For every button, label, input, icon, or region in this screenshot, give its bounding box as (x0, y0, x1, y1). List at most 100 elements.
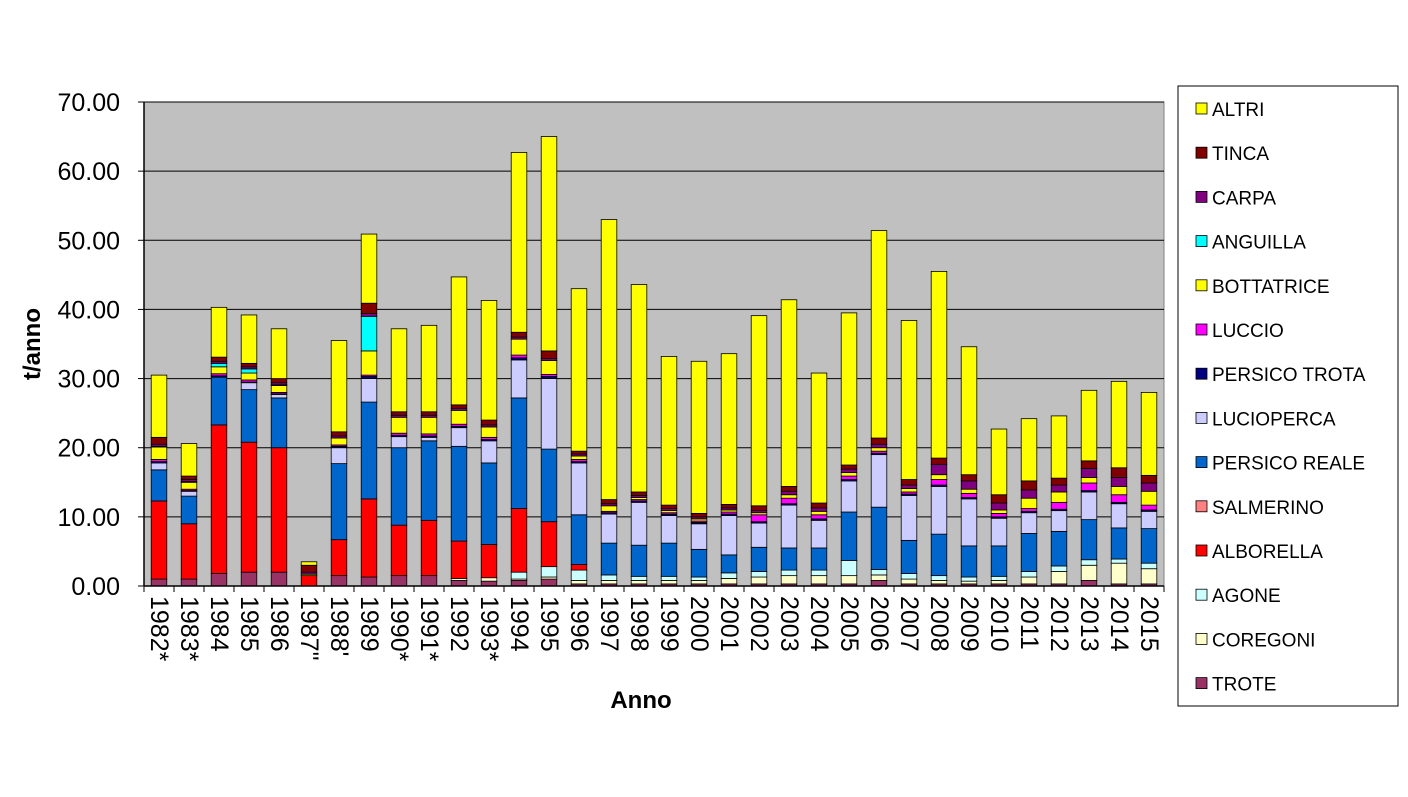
bar-segment (570, 514, 588, 565)
bar-segment (540, 578, 558, 587)
bar-segment (210, 366, 228, 375)
bar-segment (1140, 474, 1158, 484)
bar-segment (930, 463, 948, 476)
x-tick-label: 1992 (445, 596, 473, 652)
bar-segment (870, 437, 888, 445)
bar-segment (960, 480, 978, 490)
bar-segment (180, 475, 198, 480)
bar-segment (1110, 380, 1128, 469)
bar-segment (300, 564, 318, 573)
bar-segment (780, 490, 798, 496)
bar-segment (1110, 467, 1128, 478)
bar-segment (870, 447, 888, 452)
legend-swatch (1195, 102, 1208, 115)
legend-swatch (1195, 677, 1208, 689)
bar-segment (360, 350, 378, 376)
bar-segment (1020, 512, 1038, 534)
bar-segment (240, 441, 258, 573)
bar-segment (960, 580, 978, 585)
bar-segment (510, 152, 528, 333)
bar-segment (570, 455, 588, 460)
bar-segment (1080, 491, 1098, 521)
bar-segment (240, 314, 258, 364)
bar-segment (450, 409, 468, 425)
y-tick-label: 60.00 (57, 158, 120, 186)
legend-swatch (1195, 146, 1208, 159)
y-tick-label: 40.00 (57, 296, 120, 324)
bar-segment (630, 501, 648, 546)
bar-segment (870, 443, 888, 449)
bar-segment (1140, 391, 1158, 476)
bar-segment (870, 580, 888, 587)
bar-segment (450, 427, 468, 447)
bar-segment (690, 576, 708, 581)
x-tick-label: 2003 (775, 596, 803, 652)
plot-area (143, 101, 1165, 587)
bar-segment (1140, 504, 1158, 511)
bar-segment (360, 401, 378, 500)
bar-segment (810, 547, 828, 571)
bar-segment (900, 484, 918, 489)
bar-segment (270, 571, 288, 587)
bar-segment (390, 411, 408, 416)
bar-segment (420, 416, 438, 435)
bar-segment (570, 462, 588, 516)
bar-segment (240, 571, 258, 587)
bar-segment (1050, 530, 1068, 567)
bar-segment (780, 494, 798, 499)
bar-segment (750, 576, 768, 585)
y-tick-label: 30.00 (57, 366, 120, 394)
bar-segment (780, 504, 798, 549)
bar-segment (210, 306, 228, 358)
legend-label: SALMERINO (1212, 498, 1324, 519)
bar-segment (150, 446, 168, 460)
bar-segment (1080, 477, 1098, 484)
x-tick-label: 1998 (625, 596, 653, 652)
bar-segment (1020, 489, 1038, 499)
bar-segment (1020, 418, 1038, 482)
x-tick-label: 2013 (1075, 596, 1103, 652)
bar-segment (1050, 491, 1068, 503)
x-tick-label: 1983* (175, 596, 203, 662)
bar-segment (1080, 389, 1098, 462)
bar-segment (480, 544, 498, 579)
bar-segment (150, 500, 168, 580)
bar-segment (930, 575, 948, 581)
bar-segment (720, 515, 738, 556)
x-tick-label: 1986 (265, 596, 293, 652)
bar-segment (840, 560, 858, 577)
bar-segment (240, 382, 258, 391)
bar-segment (330, 539, 348, 577)
legend-label: ANGUILLA (1212, 233, 1306, 254)
bar-segment (540, 136, 558, 352)
bar-segment (1080, 580, 1098, 587)
bar-segment (540, 378, 558, 450)
bar-segment (960, 474, 978, 482)
bar-segment (870, 454, 888, 508)
bar-segment (540, 566, 558, 578)
legend-swatch (1195, 411, 1208, 424)
bar-segment (600, 499, 618, 505)
bar-segment (150, 374, 168, 438)
legend-label: PERSICO REALE (1212, 454, 1365, 475)
bar-segment (1050, 484, 1068, 493)
bar-segment (1080, 564, 1098, 581)
bar-segment (570, 450, 588, 455)
bar-segment (510, 331, 528, 338)
bar-segment (570, 569, 588, 581)
x-tick-label: 2002 (745, 596, 773, 652)
legend-label: TINCA (1212, 144, 1269, 165)
bar-segment (1020, 576, 1038, 585)
bar-segment (630, 544, 648, 577)
x-tick-label: 2009 (955, 596, 983, 652)
x-tick-label: 1987" (295, 596, 323, 661)
bar-segment (1140, 568, 1158, 585)
bar-segment (660, 542, 678, 577)
bar-segment (390, 524, 408, 577)
bar-segment (990, 428, 1008, 496)
bar-segment (1050, 565, 1068, 572)
bar-segment (1110, 486, 1128, 496)
legend-swatch (1195, 279, 1208, 292)
bar-segment (240, 362, 258, 368)
